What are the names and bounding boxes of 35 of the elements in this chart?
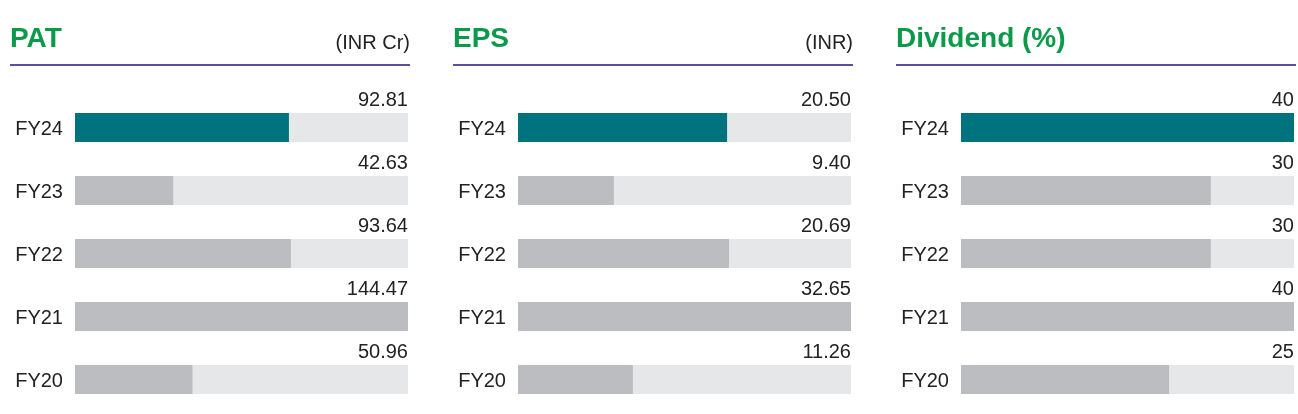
chart-title: EPS [453, 22, 510, 54]
data-label: 92.81 [357, 88, 408, 110]
y-tick-label: FY21 [901, 305, 949, 328]
y-tick-label: FY23 [15, 179, 63, 202]
y-tick-label: FY20 [15, 368, 63, 391]
data-label: 32.65 [800, 277, 851, 299]
data-label: 11.26 [802, 340, 851, 362]
y-tick-label: FY20 [458, 368, 506, 391]
y-tick-label: FY22 [15, 242, 63, 265]
chart-subtitle: (INR) [805, 31, 853, 54]
y-tick-label: FY23 [458, 179, 506, 202]
data-label: 20.50 [800, 88, 851, 110]
data-label: 40 [1271, 88, 1294, 110]
data-label: 30 [1271, 151, 1294, 173]
y-tick-label: FY23 [901, 179, 949, 202]
data-label: 50.96 [357, 340, 408, 362]
chart-title: Dividend (%) [896, 22, 1066, 54]
data-label: 144.47 [346, 277, 408, 299]
data-label: 30 [1271, 214, 1294, 236]
chart-title: PAT [10, 22, 62, 54]
data-label: 93.64 [357, 214, 408, 236]
y-tick-label: FY24 [901, 116, 949, 139]
y-tick-label: FY21 [15, 305, 63, 328]
data-label: 25 [1271, 340, 1294, 362]
data-label: 9.40 [812, 151, 851, 173]
data-label: 42.63 [357, 151, 408, 173]
y-tick-label: FY21 [458, 305, 506, 328]
y-tick-label: FY22 [901, 242, 949, 265]
y-tick-label: FY22 [458, 242, 506, 265]
data-label: 40 [1271, 277, 1294, 299]
chart-subtitle: (INR Cr) [335, 31, 410, 54]
y-tick-label: FY20 [901, 368, 949, 391]
data-label: 20.69 [800, 214, 851, 236]
y-tick-label: FY24 [458, 116, 506, 139]
y-tick-label: FY24 [15, 116, 63, 139]
